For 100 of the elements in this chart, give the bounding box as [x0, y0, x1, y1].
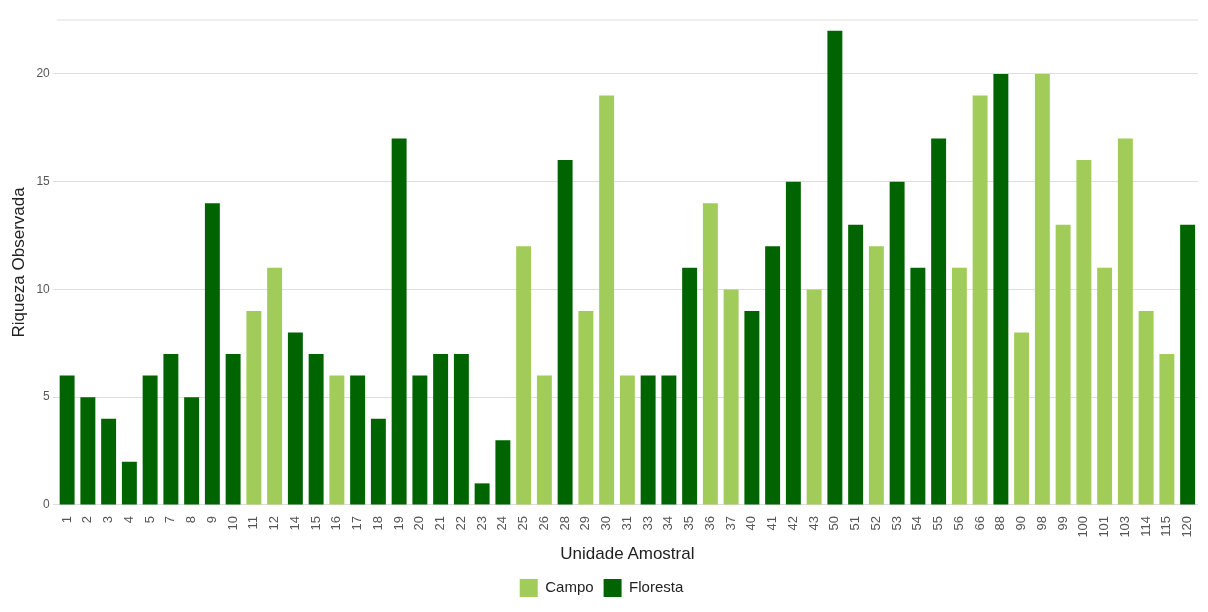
x-tick-label: 34 — [660, 515, 676, 531]
bar — [640, 375, 656, 505]
bar — [121, 461, 137, 505]
x-tick-label: 22 — [452, 515, 468, 531]
x-tick-label: 4 — [120, 515, 136, 524]
bar — [682, 267, 698, 505]
x-tick-label: 19 — [390, 515, 406, 531]
x-tick-label: 100 — [1075, 515, 1091, 538]
bar — [495, 440, 511, 505]
y-tick-label: 0 — [43, 497, 51, 512]
x-tick-label: 26 — [535, 515, 551, 531]
bar — [827, 30, 843, 505]
x-tick-label: 41 — [764, 515, 780, 531]
bar — [350, 375, 366, 505]
bar — [1159, 354, 1175, 505]
bar — [225, 354, 241, 505]
x-tick-label: 14 — [286, 515, 302, 531]
x-tick-label: 3 — [100, 515, 116, 524]
x-tick-label: 51 — [847, 515, 863, 531]
x-tick-label: 24 — [494, 515, 510, 531]
x-tick-label: 29 — [577, 515, 593, 531]
x-tick-label: 17 — [349, 515, 365, 531]
bar — [1117, 138, 1133, 505]
x-tick-label: 55 — [930, 515, 946, 531]
x-tick-label: 56 — [950, 515, 966, 531]
bar — [723, 289, 739, 505]
x-tick-label: 5 — [141, 515, 157, 524]
x-tick-label: 8 — [183, 515, 199, 524]
x-tick-label: 28 — [556, 515, 572, 531]
bar — [101, 418, 117, 505]
x-tick-label: 31 — [618, 515, 634, 531]
x-tick-label: 120 — [1179, 515, 1195, 538]
x-tick-label: 43 — [805, 515, 821, 531]
x-tick-label: 11 — [245, 515, 261, 530]
x-tick-label: 101 — [1096, 515, 1112, 538]
bar — [267, 267, 283, 505]
bar — [204, 203, 220, 505]
bar — [308, 354, 324, 505]
bar — [848, 224, 864, 505]
bar — [578, 310, 594, 505]
bar — [1034, 73, 1050, 505]
bar — [370, 418, 386, 505]
x-tick-label: 98 — [1033, 515, 1049, 531]
bar — [910, 267, 926, 505]
x-tick-label: 37 — [722, 515, 738, 531]
x-tick-label: 42 — [784, 515, 800, 531]
bar — [329, 375, 345, 505]
x-tick-label: 35 — [681, 515, 697, 531]
bar — [806, 289, 822, 505]
x-tick-label: 2 — [79, 515, 95, 524]
y-tick-label: 5 — [43, 389, 51, 404]
x-tick-label: 23 — [473, 515, 489, 531]
bar — [142, 375, 158, 505]
y-tick-label: 20 — [36, 66, 51, 81]
bar — [972, 95, 988, 505]
bar — [785, 181, 801, 505]
bar — [163, 354, 179, 505]
bar — [1055, 224, 1071, 505]
x-tick-label: 20 — [411, 515, 427, 531]
x-tick-label: 52 — [867, 515, 883, 531]
x-tick-label: 30 — [598, 515, 614, 531]
bar — [412, 375, 428, 505]
x-tick-label: 90 — [1013, 515, 1029, 531]
bar — [287, 332, 303, 505]
bar — [536, 375, 552, 505]
bar — [453, 354, 469, 505]
x-axis-title: Unidade Amostral — [560, 544, 695, 564]
x-tick-label: 50 — [826, 515, 842, 531]
x-tick-label: 16 — [328, 515, 344, 531]
bar — [765, 246, 781, 505]
x-tick-label: 114 — [1137, 515, 1153, 537]
bar — [433, 354, 449, 505]
x-tick-label: 103 — [1116, 515, 1132, 538]
bar — [557, 160, 573, 505]
x-tick-label: 99 — [1054, 515, 1070, 531]
x-tick-label: 40 — [743, 515, 759, 531]
bar — [661, 375, 677, 505]
bar — [391, 138, 407, 505]
x-tick-label: 53 — [888, 515, 904, 531]
x-tick-label: 15 — [307, 515, 323, 531]
y-tick-label: 10 — [36, 281, 51, 296]
bar — [516, 246, 532, 505]
bar — [619, 375, 635, 505]
x-tick-label: 18 — [369, 515, 385, 531]
bar — [1180, 224, 1196, 505]
legend-label: Floresta — [629, 578, 684, 596]
bar — [889, 181, 905, 505]
bar — [184, 397, 200, 505]
x-tick-label: 66 — [971, 515, 987, 531]
bar — [993, 73, 1009, 505]
x-tick-label: 54 — [909, 515, 925, 531]
bar — [744, 310, 760, 505]
bar — [246, 310, 262, 505]
x-tick-label: 88 — [992, 515, 1008, 531]
bar — [1014, 332, 1030, 505]
x-tick-label: 21 — [432, 515, 448, 531]
bar — [80, 397, 96, 505]
x-tick-label: 1 — [58, 515, 74, 524]
bar — [59, 375, 75, 505]
x-tick-label: 10 — [224, 515, 240, 531]
